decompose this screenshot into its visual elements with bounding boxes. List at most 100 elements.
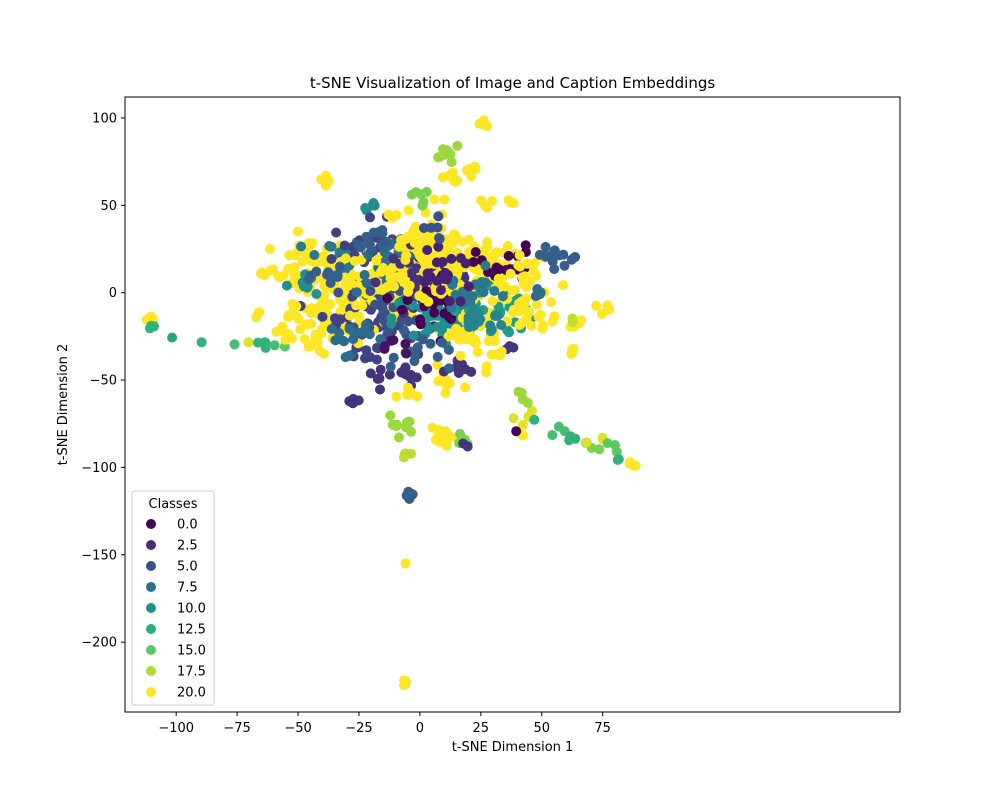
data-point: [311, 289, 322, 299]
data-point: [425, 338, 436, 349]
data-point: [531, 270, 542, 281]
data-point: [387, 419, 398, 430]
data-point: [503, 250, 514, 261]
data-point: [349, 256, 360, 266]
data-point: [401, 348, 412, 359]
y-axis-ticks: 100 50 0 −50 −100 −150 −200: [81, 111, 125, 651]
x-tick-label: 0: [416, 721, 424, 736]
data-point: [317, 311, 328, 322]
data-point: [378, 314, 389, 325]
data-point: [299, 334, 310, 344]
data-point: [505, 268, 516, 279]
data-point: [537, 323, 548, 334]
data-point: [265, 244, 275, 254]
data-point: [455, 350, 466, 361]
data-point: [229, 339, 240, 350]
data-point: [360, 353, 370, 364]
data-point: [334, 261, 345, 272]
data-point: [361, 345, 372, 356]
data-point: [412, 237, 423, 248]
data-point: [527, 405, 537, 416]
data-point: [403, 316, 414, 327]
data-point: [463, 315, 474, 325]
data-point: [322, 174, 333, 185]
data-point: [403, 205, 414, 216]
data-point: [462, 441, 473, 452]
data-point: [443, 344, 454, 355]
data-point: [422, 245, 433, 255]
data-point: [596, 309, 607, 320]
data-point: [301, 319, 312, 330]
data-point: [330, 313, 340, 324]
data-point: [480, 277, 491, 288]
data-point: [269, 340, 280, 351]
data-point: [391, 210, 402, 220]
x-tick-label: −50: [284, 721, 311, 736]
data-point: [508, 413, 519, 424]
data-point: [403, 233, 414, 243]
data-point: [410, 187, 421, 198]
data-point: [466, 366, 477, 377]
legend-marker: [146, 561, 156, 571]
data-point: [167, 332, 178, 343]
data-point: [511, 426, 522, 437]
chart-title: t-SNE Visualization of Image and Caption…: [310, 74, 716, 92]
data-point: [452, 175, 463, 186]
legend-marker: [146, 687, 156, 697]
data-point: [624, 458, 635, 469]
data-point: [438, 144, 448, 155]
data-point: [521, 293, 532, 304]
legend-label: 17.5: [177, 665, 206, 680]
data-point: [504, 341, 515, 352]
data-point: [400, 338, 411, 349]
data-point: [454, 330, 465, 341]
data-point: [492, 311, 503, 321]
data-point: [388, 253, 399, 264]
data-point: [515, 261, 526, 272]
x-tick-label: −100: [158, 721, 194, 736]
data-point: [477, 116, 488, 127]
legend-marker: [146, 666, 156, 676]
data-point: [319, 348, 330, 359]
data-point: [375, 384, 385, 395]
data-point: [472, 346, 483, 357]
data-point: [365, 368, 376, 379]
y-axis-label: t-SNE Dimension 2: [56, 344, 71, 466]
data-point: [557, 280, 568, 291]
data-point: [567, 347, 578, 358]
data-point: [333, 287, 344, 298]
data-point: [400, 255, 411, 265]
y-tick-label: −50: [90, 374, 117, 389]
legend-label: 7.5: [177, 581, 198, 596]
data-point: [360, 325, 370, 336]
data-point: [513, 386, 524, 397]
data-point: [276, 325, 287, 336]
data-point: [391, 391, 402, 402]
data-point: [290, 250, 301, 261]
data-point: [394, 432, 404, 443]
data-point: [504, 327, 514, 338]
data-point: [339, 336, 349, 347]
data-point: [388, 352, 399, 363]
data-point: [368, 198, 379, 208]
data-point: [480, 200, 490, 211]
legend-label: 2.5: [177, 539, 198, 554]
data-point: [546, 297, 557, 308]
y-tick-label: −100: [81, 461, 117, 476]
x-tick-label: −75: [223, 721, 250, 736]
data-point: [397, 304, 408, 315]
data-point: [437, 256, 448, 267]
data-point: [521, 314, 532, 325]
data-point: [368, 227, 379, 238]
legend-entries: 0.0 2.5 5.0 7.5 10.0 12.5 15.0 17.5 20.0: [146, 518, 206, 701]
data-point: [432, 351, 443, 362]
y-tick-label: 0: [109, 286, 117, 301]
data-point: [429, 307, 440, 318]
data-point: [455, 296, 466, 307]
data-point: [507, 285, 518, 296]
data-point: [433, 430, 444, 441]
data-point: [265, 265, 276, 276]
data-point: [452, 140, 463, 151]
data-point: [372, 373, 383, 384]
x-axis-ticks: −100 −75 −50 −25 0 25 50 75: [158, 712, 611, 736]
